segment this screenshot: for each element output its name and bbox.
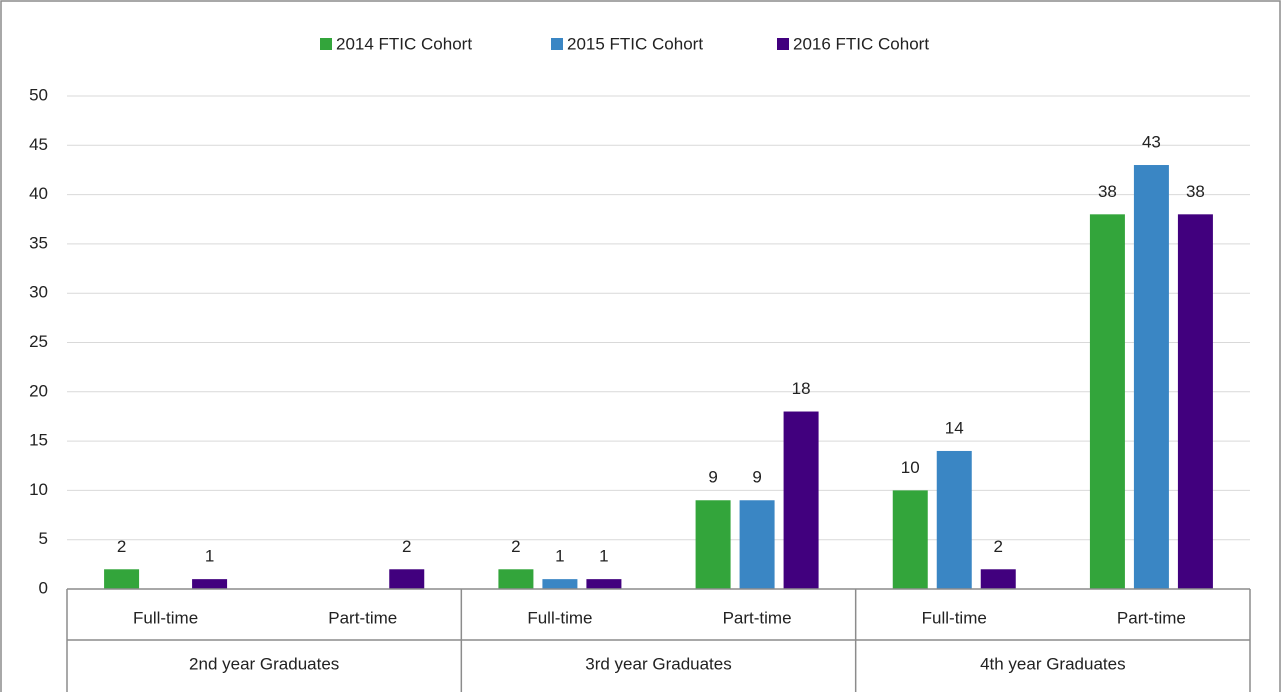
- y-tick-label: 45: [29, 135, 48, 154]
- data-label: 14: [945, 418, 964, 437]
- x-tick-label: Part-time: [328, 608, 397, 627]
- data-label: 38: [1098, 182, 1117, 201]
- data-label: 9: [708, 468, 717, 487]
- bar: [936, 450, 972, 589]
- legend-label: 2015 FTIC Cohort: [567, 34, 703, 53]
- bar: [892, 490, 928, 589]
- bar: [783, 411, 819, 589]
- y-tick-label: 35: [29, 233, 48, 252]
- x-tick-label: Full-time: [922, 608, 987, 627]
- y-tick-label: 5: [39, 529, 48, 548]
- bar: [192, 579, 228, 589]
- data-label: 2: [994, 537, 1003, 556]
- data-label: 2: [511, 537, 520, 556]
- bar: [1089, 214, 1125, 589]
- legend-swatch: [777, 38, 789, 50]
- bar: [1133, 165, 1169, 589]
- group-label: 3rd year Graduates: [585, 654, 731, 673]
- data-label: 18: [792, 379, 811, 398]
- x-tick-label: Full-time: [133, 608, 198, 627]
- data-label: 9: [752, 468, 761, 487]
- bar: [1177, 214, 1213, 589]
- data-label: 38: [1186, 182, 1205, 201]
- y-tick-label: 10: [29, 480, 48, 499]
- legend-swatch: [551, 38, 563, 50]
- group-label: 2nd year Graduates: [189, 654, 339, 673]
- bar: [498, 569, 534, 589]
- x-tick-label: Full-time: [527, 608, 592, 627]
- bar: [739, 500, 775, 589]
- data-label: 43: [1142, 133, 1161, 152]
- x-tick-label: Part-time: [1117, 608, 1186, 627]
- bar: [980, 569, 1016, 589]
- bar: [542, 579, 578, 589]
- bar: [389, 569, 425, 589]
- group-label: 4th year Graduates: [980, 654, 1126, 673]
- y-tick-label: 25: [29, 332, 48, 351]
- y-tick-label: 15: [29, 431, 48, 450]
- y-tick-label: 40: [29, 184, 48, 203]
- bar: [104, 569, 140, 589]
- y-tick-label: 20: [29, 381, 48, 400]
- data-label: 2: [117, 537, 126, 556]
- legend-label: 2016 FTIC Cohort: [793, 34, 929, 53]
- legend-swatch: [320, 38, 332, 50]
- bar: [695, 500, 731, 589]
- bar: [586, 579, 622, 589]
- data-label: 2: [402, 537, 411, 556]
- legend-label: 2014 FTIC Cohort: [336, 34, 472, 53]
- data-label: 1: [555, 547, 564, 566]
- y-tick-label: 30: [29, 283, 48, 302]
- x-tick-label: Part-time: [723, 608, 792, 627]
- y-tick-label: 50: [29, 85, 48, 104]
- data-label: 10: [901, 458, 920, 477]
- y-tick-label: 0: [39, 578, 48, 597]
- data-label: 1: [205, 547, 214, 566]
- data-label: 1: [599, 547, 608, 566]
